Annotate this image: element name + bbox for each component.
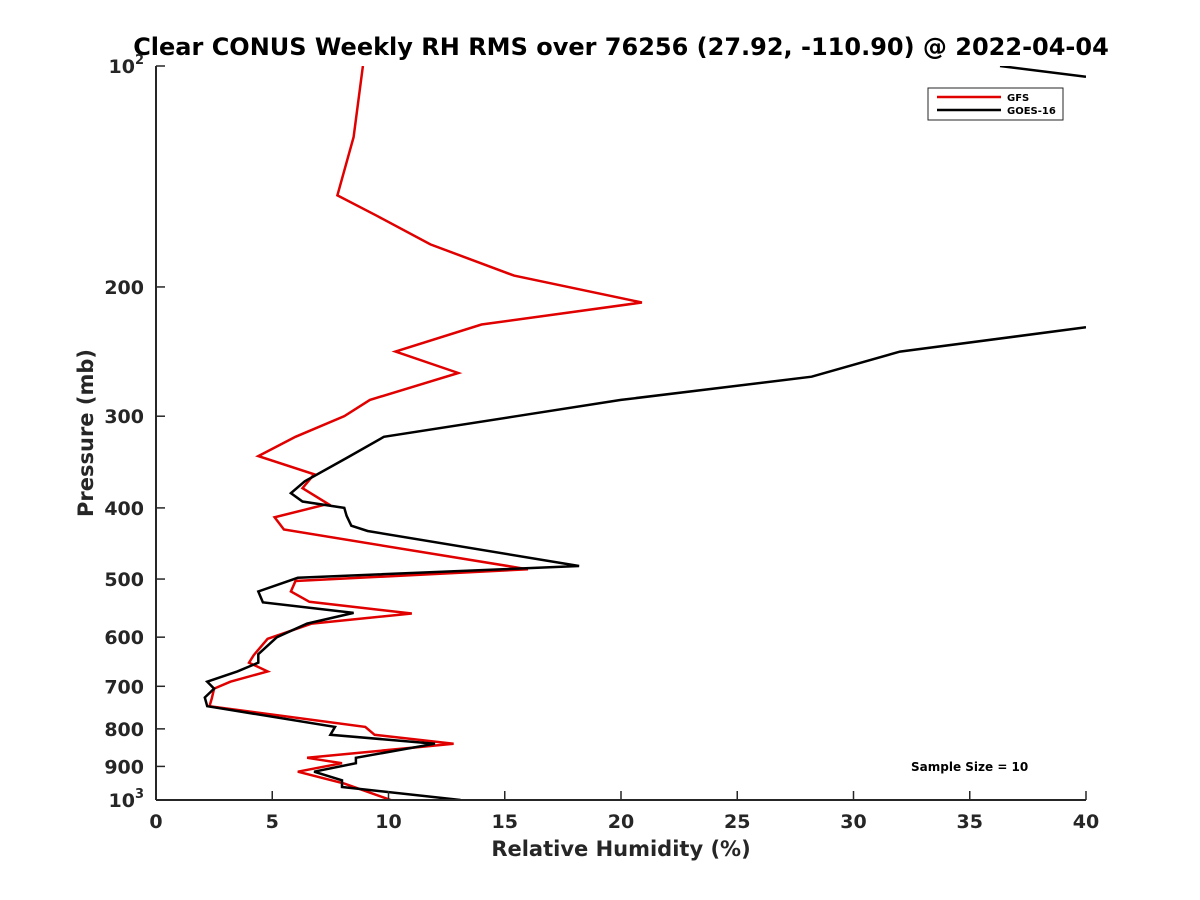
x-axis-label: Relative Humidity (%) <box>491 837 750 861</box>
y-axis-label: Pressure (mb) <box>74 349 98 517</box>
x-tick-label: 15 <box>492 811 518 833</box>
series-line-gfs <box>207 66 643 800</box>
sample-size-annotation: Sample Size = 10 <box>911 760 1028 774</box>
x-tick-label: 40 <box>1073 811 1099 833</box>
x-tick-label: 25 <box>724 811 750 833</box>
y-tick-label: 900 <box>104 756 144 778</box>
legend-box <box>927 87 1064 121</box>
y-tick-label: 500 <box>104 569 144 591</box>
y-axis-ticks: 102 200 300 400 500 600 700 800 900 103 <box>104 53 165 812</box>
x-tick-label: 5 <box>266 811 279 833</box>
series-line-goes-16-off-scale-segment <box>999 66 1086 78</box>
series-line-goes-16 <box>203 326 1086 800</box>
series-lines <box>203 66 1086 800</box>
y-tick-label: 300 <box>104 406 144 428</box>
x-tick-label: 30 <box>840 811 866 833</box>
x-tick-label: 10 <box>375 811 401 833</box>
y-tick-label: 200 <box>104 277 144 299</box>
y-tick-label: 102 <box>109 53 145 78</box>
y-tick-label: 103 <box>109 787 145 812</box>
x-tick-label: 0 <box>149 811 162 833</box>
y-tick-label: 700 <box>104 676 144 698</box>
y-tick-label: 800 <box>104 719 144 741</box>
chart-title: Clear CONUS Weekly RH RMS over 76256 (27… <box>133 33 1109 61</box>
legend-label-gfs: GFS <box>1007 93 1029 104</box>
x-tick-label: 35 <box>957 811 983 833</box>
x-tick-label: 20 <box>608 811 634 833</box>
x-axis-ticks: 0 5 10 15 20 25 30 35 40 <box>149 791 1099 833</box>
legend: GFS GOES-16 <box>927 87 1064 121</box>
legend-label-goes16: GOES-16 <box>1007 106 1056 117</box>
plot-area <box>155 66 1086 801</box>
y-tick-label: 600 <box>104 627 144 649</box>
y-tick-label: 400 <box>104 498 144 520</box>
